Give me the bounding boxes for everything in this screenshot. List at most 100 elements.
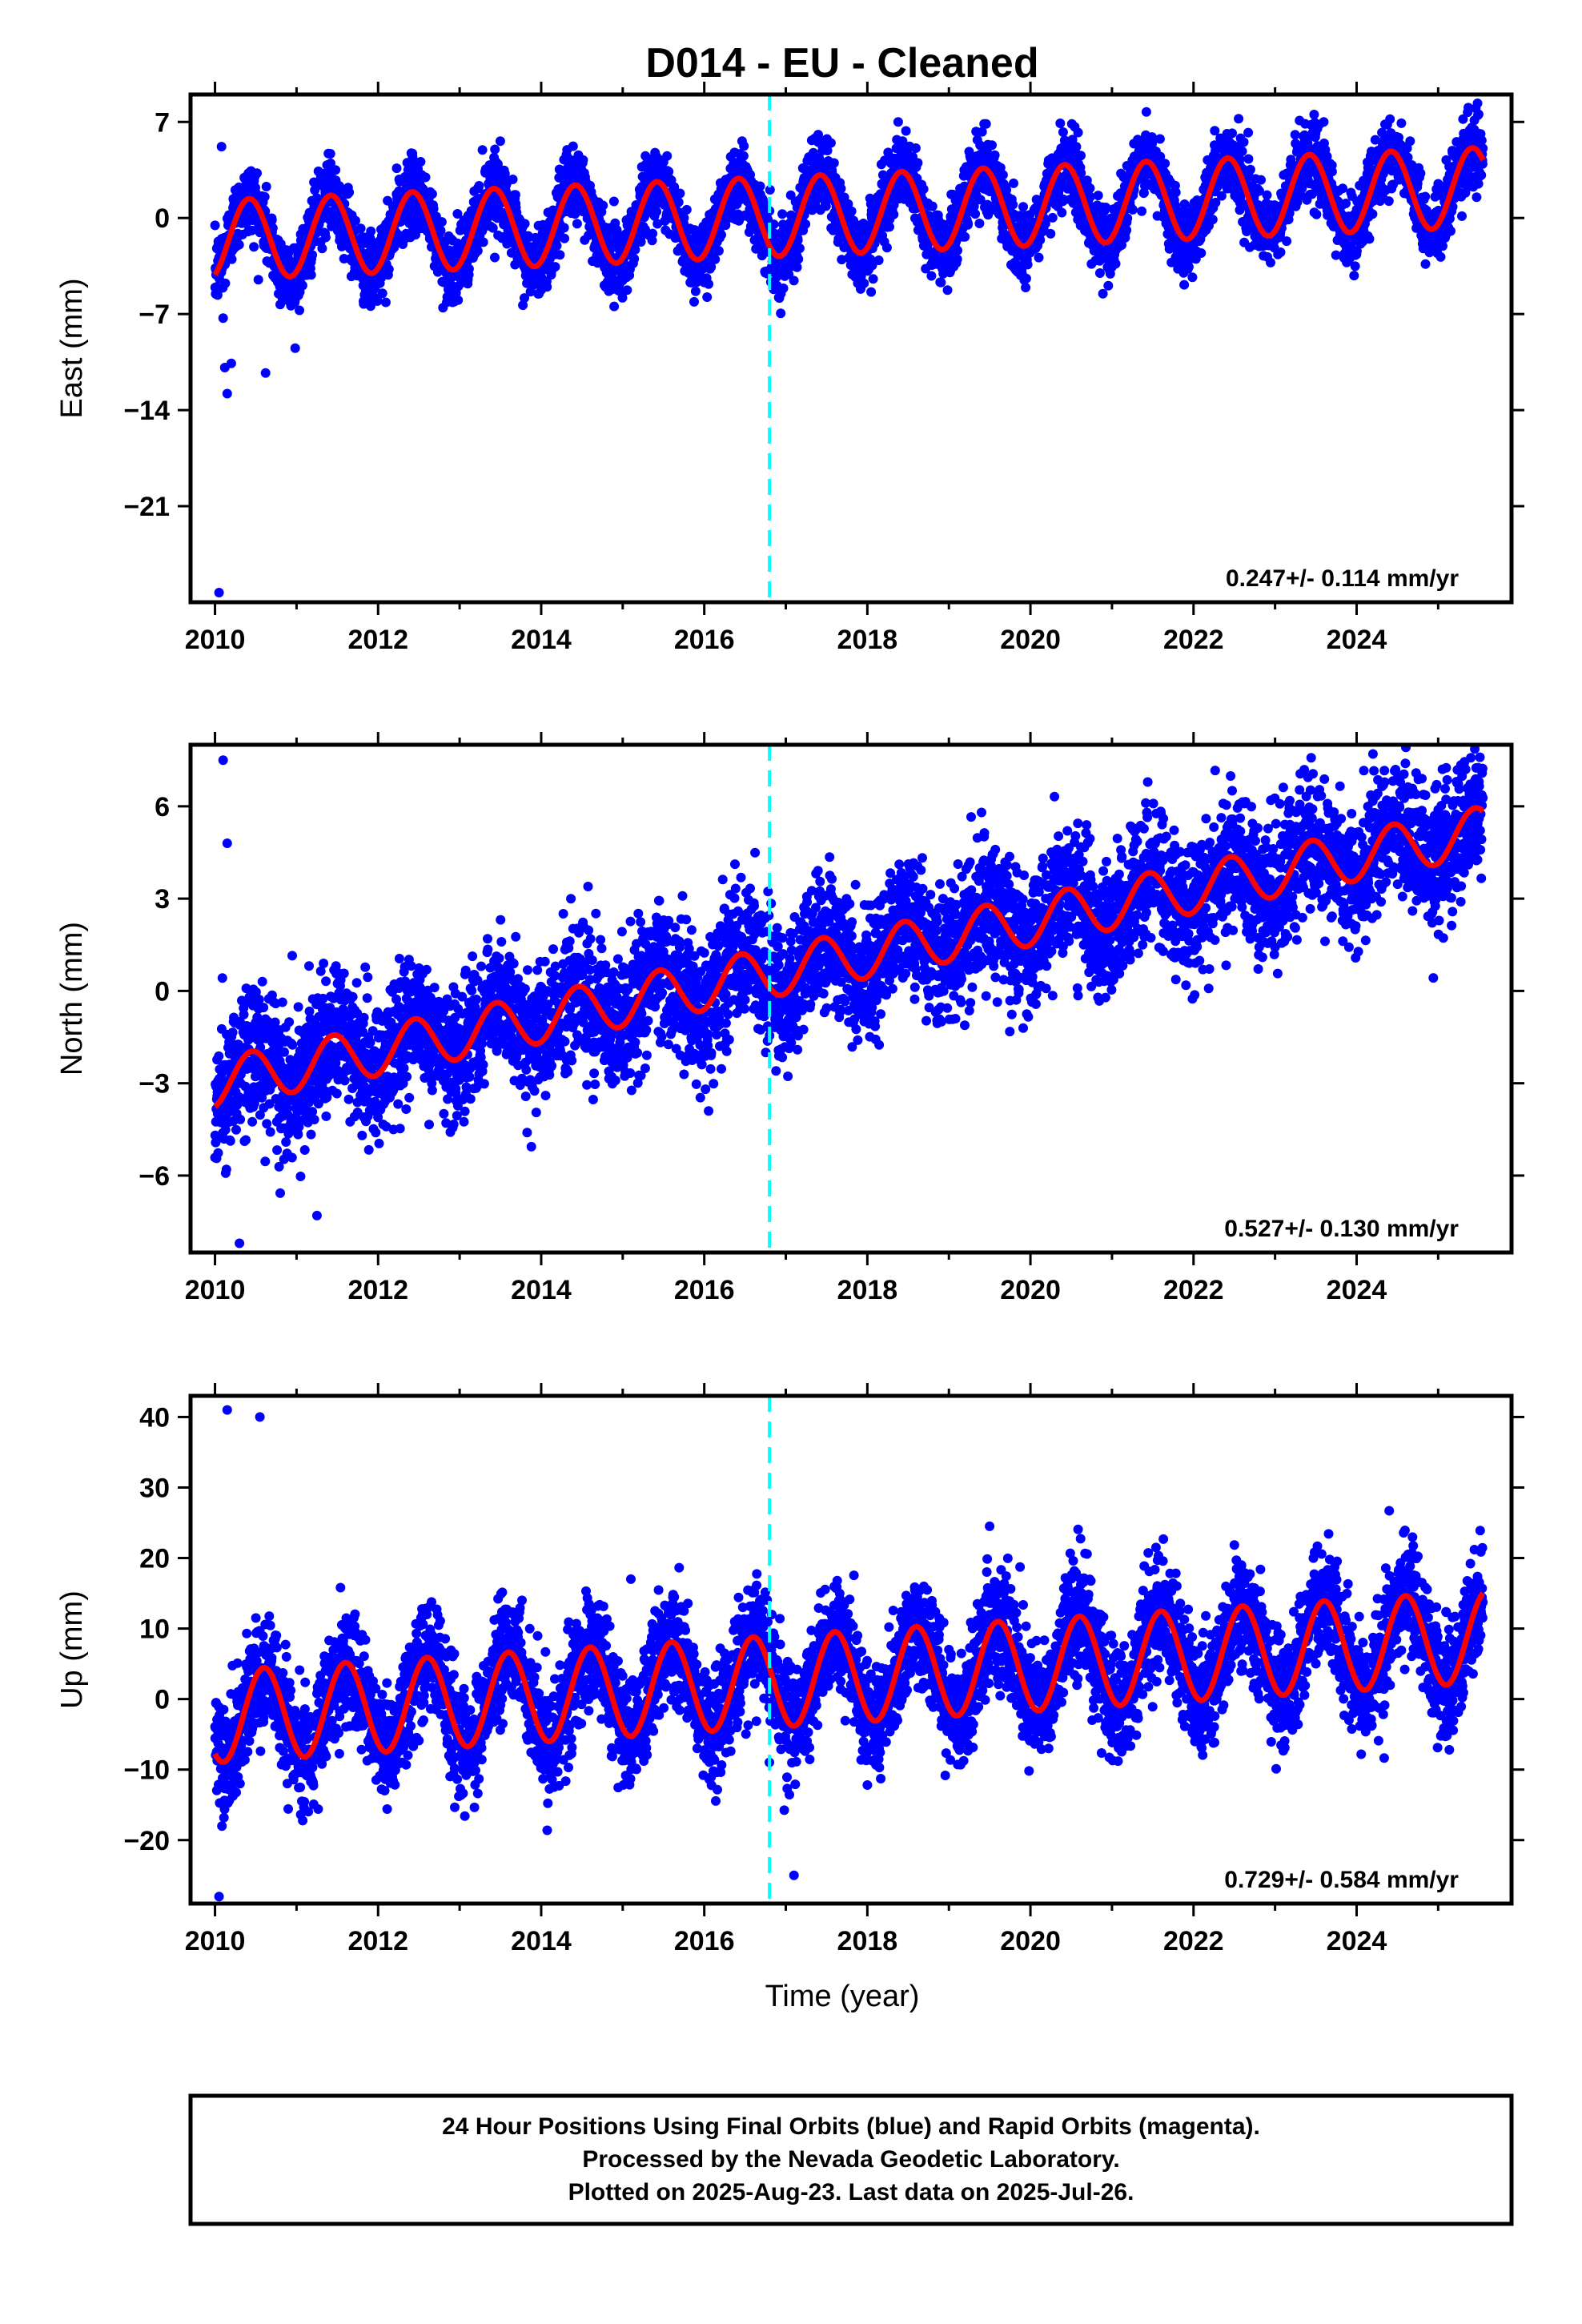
east-point (1234, 114, 1244, 124)
east-point (738, 151, 749, 161)
east-point (675, 188, 685, 199)
east-point (867, 260, 877, 271)
east-point (1110, 259, 1121, 269)
east-point (520, 293, 529, 304)
east-point (383, 264, 394, 275)
east-point (320, 232, 331, 243)
east-point (977, 127, 987, 137)
east-point (664, 167, 674, 177)
east-point (1275, 247, 1286, 257)
east-point (789, 275, 799, 286)
east-point (897, 136, 908, 147)
east-point (1103, 280, 1114, 291)
east-point (1085, 183, 1095, 193)
east-point (1179, 199, 1190, 209)
east-point (572, 219, 582, 229)
east-point (690, 286, 701, 296)
east-point (1047, 212, 1058, 223)
east-point (1282, 236, 1292, 247)
east-point (1009, 178, 1018, 188)
east-point (464, 263, 474, 274)
east-point (1137, 206, 1147, 216)
east-point (559, 223, 569, 233)
east-point (1021, 273, 1031, 283)
east-point (868, 274, 878, 284)
east-point (1266, 257, 1275, 267)
east-point (990, 150, 1000, 160)
east-point (647, 235, 657, 246)
east-point (344, 187, 355, 198)
east-point (1239, 137, 1249, 147)
east-point (1311, 209, 1322, 219)
east-point (1196, 248, 1207, 258)
east-point (873, 255, 884, 265)
east-point (490, 252, 500, 263)
east-point (436, 217, 447, 227)
east-point (679, 213, 689, 223)
east-point (859, 278, 869, 288)
east-point (351, 215, 360, 226)
east-point (380, 297, 391, 308)
east-point (1141, 107, 1151, 117)
east-point (307, 250, 318, 260)
east-point (1243, 127, 1254, 138)
east-point (793, 235, 803, 245)
east-point (889, 209, 899, 219)
east-point (960, 231, 970, 242)
east-point (234, 239, 244, 250)
east-point (1179, 279, 1190, 290)
east-point (1262, 190, 1272, 200)
east-point (717, 230, 726, 240)
east-point (436, 226, 446, 235)
east-point (843, 199, 853, 209)
east-point (453, 295, 464, 305)
east-point (1076, 151, 1086, 161)
east-point (755, 181, 765, 191)
east-point (969, 201, 979, 211)
east-point (910, 143, 921, 153)
east-point (532, 235, 542, 246)
east-point (759, 199, 769, 209)
east-point (942, 285, 953, 296)
east-point (261, 182, 271, 191)
east-point (836, 183, 846, 194)
east-point (427, 189, 437, 199)
east-point (926, 271, 937, 281)
east-point (927, 201, 938, 211)
east-point (1073, 127, 1083, 138)
east-point (1008, 199, 1018, 210)
east-point (550, 262, 560, 272)
east-point (652, 207, 662, 217)
east-point (326, 159, 335, 168)
east-point (500, 168, 510, 179)
east-point (630, 244, 640, 255)
east-point (893, 117, 903, 127)
east-point (885, 222, 894, 232)
east-point (970, 209, 981, 219)
east-point (452, 209, 463, 219)
east-point (584, 230, 594, 240)
east-panel: 2010 2012 2014 2016 2018 2020 2022 202470−7−14−… (55, 82, 1524, 655)
east-point (974, 219, 985, 228)
east-point (704, 279, 714, 289)
east-point (846, 206, 857, 216)
east-point (813, 130, 823, 140)
east-point (488, 223, 498, 233)
east-point (673, 197, 684, 207)
east-point (210, 220, 220, 231)
east-point (975, 195, 986, 205)
east-point (542, 282, 552, 292)
east-point (721, 220, 731, 231)
east-point (212, 290, 223, 300)
east-point (1057, 207, 1067, 218)
east-point (1018, 202, 1028, 212)
east-point (290, 343, 300, 353)
east-point (560, 233, 569, 243)
east-point (1058, 127, 1068, 137)
east-point (778, 283, 789, 293)
east-point (598, 200, 608, 211)
east-point (1183, 262, 1194, 272)
east-point (478, 237, 488, 247)
east-point (825, 138, 836, 148)
